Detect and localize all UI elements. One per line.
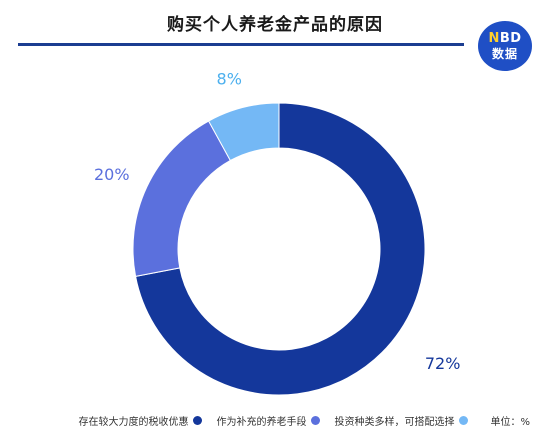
legend-swatch: [193, 416, 203, 425]
slice-data-label: 72%: [425, 354, 461, 373]
logo-bottom-text: 数据: [491, 47, 518, 61]
legend-label: 投资种类多样，可搭配选择: [334, 417, 455, 428]
title-underline: [18, 43, 464, 46]
donut-slice: [207, 102, 280, 162]
logo-n: N: [488, 31, 500, 46]
donut-slices: [132, 102, 426, 396]
donut-slice: [132, 120, 232, 277]
slice-data-label: 20%: [94, 165, 130, 184]
slice-data-label: 8%: [217, 70, 242, 89]
logo-top-text: NBD: [488, 32, 521, 45]
slice-labels: 72% 20% 8%: [94, 70, 460, 374]
unit-label: 单位：%: [490, 417, 530, 428]
nbd-logo: NBD 数据: [478, 21, 532, 71]
legend-item-supplement: 作为补充的养老手段: [216, 413, 321, 428]
legend: 存在较大力度的税收优惠 作为补充的养老手段 投资种类多样，可搭配选择 单位：%: [78, 413, 530, 428]
chart-title: 购买个人养老金产品的原因: [167, 15, 383, 35]
legend-swatch: [311, 416, 321, 425]
legend-swatch: [459, 416, 469, 425]
donut-slice: [135, 102, 426, 396]
legend-label: 作为补充的养老手段: [216, 417, 307, 428]
legend-item-tax: 存在较大力度的税收优惠: [78, 413, 203, 428]
legend-label: 存在较大力度的税收优惠: [78, 417, 189, 428]
legend-item-variety: 投资种类多样，可搭配选择: [334, 413, 469, 428]
logo-bd: BD: [499, 31, 522, 46]
